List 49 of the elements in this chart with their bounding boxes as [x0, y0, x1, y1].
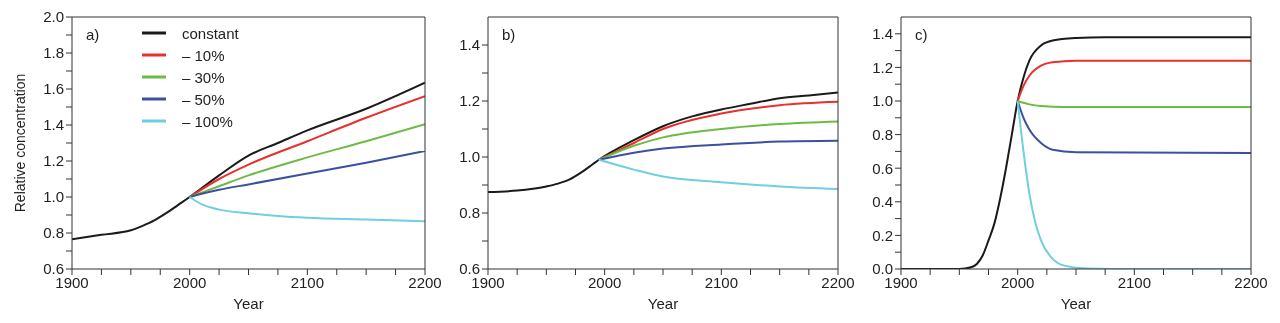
legend-label: – 30% — [182, 68, 225, 86]
y-tick-label: 1.2 — [43, 152, 64, 170]
line-series — [488, 91, 838, 193]
y-tick-label: 2.0 — [43, 8, 64, 26]
y-tick-label: 1.4 — [459, 36, 480, 54]
legend-label: – 100% — [182, 112, 233, 130]
annotation: a) — [86, 26, 100, 43]
y-tick-label: 0.8 — [872, 125, 893, 143]
y-tick-label: 0.8 — [459, 204, 480, 222]
y-tick-label: 0.4 — [872, 193, 893, 211]
y-tick-label: 1.6 — [43, 80, 64, 98]
legend-label: – 10% — [182, 46, 225, 64]
line-series — [72, 81, 425, 241]
line-series — [1016, 59, 1251, 102]
y-tick-label: 1.0 — [459, 148, 480, 166]
line-series — [188, 95, 425, 198]
x-tick-label: 2100 — [290, 273, 325, 291]
line-series — [188, 150, 425, 198]
line-series — [597, 158, 838, 190]
line-series — [597, 120, 838, 161]
x-tick-label: 2200 — [408, 273, 442, 291]
legend-label: – 50% — [182, 90, 225, 108]
y-tick-label: 0.6 — [872, 159, 893, 177]
x-tick-label: 2200 — [1234, 273, 1268, 291]
annotation: c) — [915, 26, 928, 43]
y-tick-label: 1.4 — [43, 116, 64, 134]
x-tick-label: 2000 — [1000, 273, 1035, 291]
y-tick-label: 1.0 — [43, 188, 64, 206]
x-axis-title: Year — [647, 295, 679, 312]
x-tick-label: 2100 — [1117, 273, 1152, 291]
x-axis-title: Year — [233, 295, 264, 312]
y-tick-label: 1.4 — [872, 25, 893, 43]
line-series — [188, 196, 425, 223]
y-tick-label: 1.2 — [459, 92, 480, 110]
x-tick-label: 2200 — [821, 273, 855, 291]
y-tick-label: 1.0 — [872, 92, 893, 110]
line-series — [1016, 100, 1251, 155]
annotation: b) — [502, 26, 516, 43]
x-tick-label: 2100 — [704, 273, 739, 291]
y-tick-label: 0.2 — [872, 226, 893, 244]
y-tick-label: 0.8 — [43, 224, 64, 242]
x-tick-label: 2000 — [587, 273, 622, 291]
y-axis-title: Relative concentration — [11, 73, 28, 213]
legend-label: constant — [182, 24, 239, 42]
x-tick-label: 2000 — [172, 273, 207, 291]
x-axis-title: Year — [1060, 295, 1092, 312]
y-tick-label: 1.2 — [872, 58, 893, 76]
y-tick-label: 1.8 — [43, 44, 64, 62]
line-series — [597, 139, 838, 161]
